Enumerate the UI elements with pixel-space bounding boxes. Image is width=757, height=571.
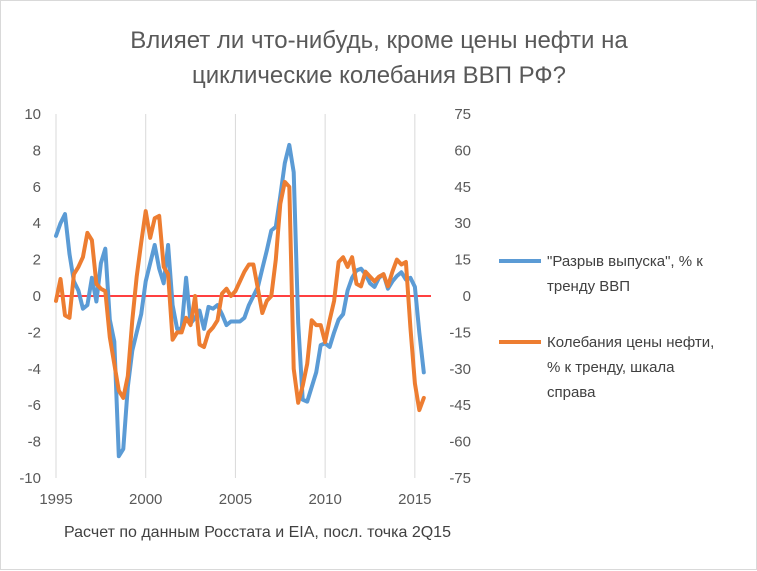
legend-label-1: "Разрыв выпуска", % к (547, 253, 703, 270)
left-tick-label: -10 (19, 470, 41, 487)
right-tick-label: 30 (454, 215, 471, 232)
right-tick-label: -30 (449, 361, 471, 378)
right-tick-label: 60 (454, 142, 471, 159)
x-axis-ticks: 1995 2000 2005 2010 2015 (39, 491, 431, 508)
left-tick-label: -4 (28, 361, 41, 378)
left-tick-label: 2 (33, 252, 41, 269)
x-tick-label: 2010 (308, 491, 341, 508)
x-tick-label: 2000 (129, 491, 162, 508)
chart-title: Влияет ли что-нибудь, кроме цены нефти н… (130, 27, 628, 89)
left-tick-label: 6 (33, 179, 41, 196)
output-gap-series-line (54, 142, 426, 459)
left-tick-label: 10 (24, 106, 41, 123)
left-tick-label: -6 (28, 397, 41, 414)
x-tick-label: 2005 (219, 491, 252, 508)
right-tick-label: 75 (454, 106, 471, 123)
chart-title-line-2: циклические колебания ВВП РФ? (192, 62, 566, 89)
right-axis-ticks: 75 60 45 30 15 0 -15 -30 -45 -60 -75 (449, 106, 471, 487)
legend-label-2: % к тренду, шкала (547, 359, 675, 376)
right-tick-label: 0 (463, 288, 471, 305)
right-tick-label: -60 (449, 434, 471, 451)
left-tick-label: 8 (33, 142, 41, 159)
right-tick-label: 45 (454, 179, 471, 196)
legend: "Разрыв выпуска", % к тренду ВВП Колебания… (499, 253, 714, 401)
legend-label-1: тренду ВВП (547, 278, 630, 295)
footnote: Расчет по данным Росстата и EIA, посл. т… (64, 524, 451, 541)
right-tick-label: -45 (449, 397, 471, 414)
legend-label-2: Колебания цены нефти, (547, 334, 714, 351)
left-axis-ticks: 10 8 6 4 2 0 -2 -4 -6 -8 -10 (19, 106, 41, 487)
left-tick-label: -8 (28, 434, 41, 451)
right-tick-label: 15 (454, 252, 471, 269)
left-tick-label: 0 (33, 288, 41, 305)
series-layer (54, 142, 426, 459)
right-tick-label: -75 (449, 470, 471, 487)
left-tick-label: 4 (33, 215, 41, 232)
left-tick-label: -2 (28, 324, 41, 341)
chart-title-line-1: Влияет ли что-нибудь, кроме цены нефти н… (130, 27, 628, 54)
right-tick-label: -15 (449, 324, 471, 341)
x-tick-label: 1995 (39, 491, 72, 508)
oil-price-series-line (54, 179, 426, 413)
x-tick-label: 2015 (398, 491, 431, 508)
legend-label-2: справа (547, 384, 596, 401)
